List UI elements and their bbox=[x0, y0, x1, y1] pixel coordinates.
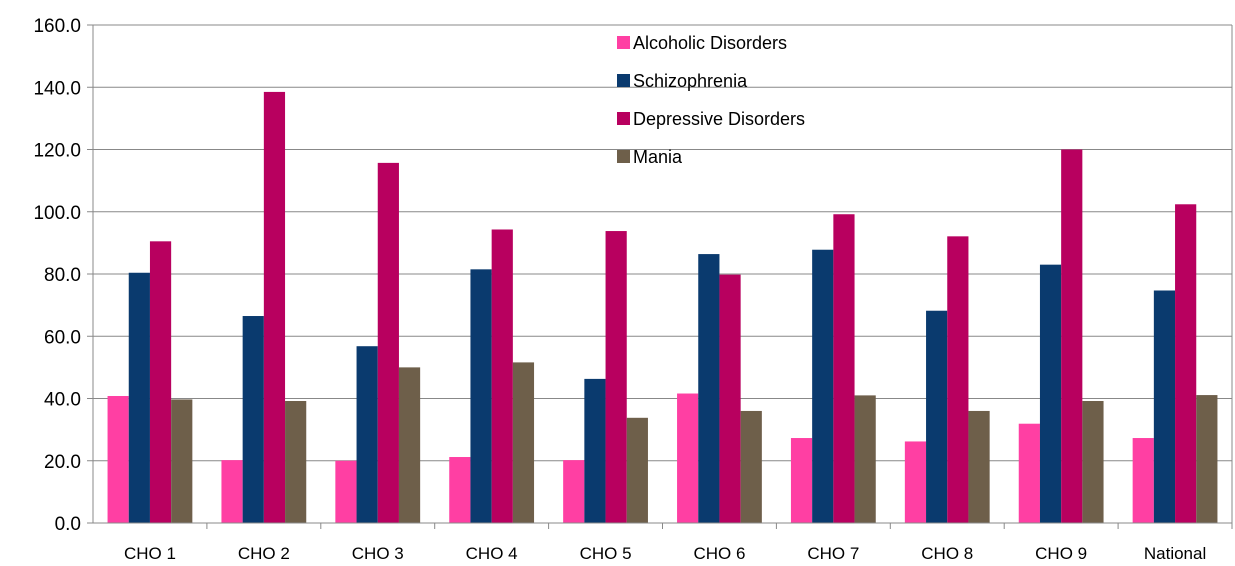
bar-alcoholic-disorders bbox=[449, 457, 471, 523]
legend-label: Mania bbox=[633, 147, 683, 167]
y-tick-label: 160.0 bbox=[33, 16, 81, 37]
bar-mania bbox=[512, 362, 535, 523]
bar-depressive-disorders bbox=[377, 162, 399, 524]
bar-mania bbox=[854, 395, 876, 523]
x-tick-label: CHO 8 bbox=[921, 544, 973, 563]
x-tick-labels: CHO 1 CHO 2 CHO 3 CHO 4 CHO 5 CHO 6 CHO 7 CHO 8… bbox=[124, 544, 1206, 563]
bar-mania bbox=[740, 410, 762, 523]
bar-alcoholic-disorders bbox=[107, 396, 129, 523]
legend-swatch bbox=[617, 36, 630, 49]
bar-alcoholic-disorders bbox=[335, 460, 357, 523]
bar-alcoholic-disorders bbox=[1132, 438, 1154, 523]
y-tick-labels: 0.0 20.0 40.0 60.0 80.0 100.0 120.0 140.0 160.0 bbox=[33, 16, 81, 535]
bar-depressive-disorders bbox=[263, 91, 286, 523]
bar-mania bbox=[1196, 395, 1218, 523]
bar-schizophrenia bbox=[698, 254, 720, 523]
y-tick-label: 120.0 bbox=[33, 141, 81, 162]
y-tick-label: 60.0 bbox=[44, 327, 81, 348]
bar-schizophrenia bbox=[470, 269, 492, 523]
legend-swatch bbox=[617, 112, 630, 125]
x-tick-label: CHO 7 bbox=[807, 544, 859, 563]
legend-label: Alcoholic Disorders bbox=[633, 33, 787, 53]
y-tick-label: 140.0 bbox=[33, 78, 81, 99]
bar-schizophrenia bbox=[242, 316, 264, 523]
bar-mania bbox=[1082, 400, 1104, 523]
axes bbox=[87, 24, 1233, 529]
bar-schizophrenia bbox=[812, 249, 834, 523]
bar-alcoholic-disorders bbox=[221, 460, 243, 523]
legend-swatch bbox=[617, 150, 630, 163]
bar-schizophrenia bbox=[584, 378, 606, 523]
bar-depressive-disorders bbox=[719, 274, 741, 523]
bar-mania bbox=[626, 417, 648, 523]
y-tick-label: 40.0 bbox=[44, 390, 81, 411]
bar-mania bbox=[968, 410, 990, 523]
bar-depressive-disorders bbox=[605, 231, 627, 524]
bar-depressive-disorders bbox=[149, 241, 172, 523]
bar-alcoholic-disorders bbox=[677, 393, 699, 523]
bar-schizophrenia bbox=[1153, 290, 1176, 523]
bar-alcoholic-disorders bbox=[563, 460, 585, 523]
legend-label: Schizophrenia bbox=[633, 71, 748, 91]
bar-depressive-disorders bbox=[1175, 204, 1197, 523]
bar-depressive-disorders bbox=[833, 214, 855, 524]
y-tick-label: 0.0 bbox=[55, 514, 81, 535]
bar-depressive-disorders bbox=[947, 236, 969, 523]
x-tick-label: CHO 2 bbox=[238, 544, 290, 563]
x-tick-label: CHO 1 bbox=[124, 544, 176, 563]
y-tick-label: 80.0 bbox=[44, 265, 81, 286]
bar-schizophrenia bbox=[1039, 264, 1062, 523]
bar-depressive-disorders bbox=[1061, 149, 1083, 523]
x-tick-label: CHO 5 bbox=[580, 544, 632, 563]
bar-mania bbox=[398, 367, 421, 523]
bar-alcoholic-disorders bbox=[1018, 423, 1040, 523]
legend-swatch bbox=[617, 74, 630, 87]
bar-alcoholic-disorders bbox=[790, 438, 813, 523]
x-tick-label: CHO 9 bbox=[1035, 544, 1087, 563]
x-tick-label: CHO 4 bbox=[466, 544, 518, 563]
y-tick-label: 20.0 bbox=[44, 452, 81, 473]
legend-label: Depressive Disorders bbox=[633, 109, 805, 129]
x-tick-label: National bbox=[1144, 544, 1206, 563]
y-tick-label: 100.0 bbox=[33, 203, 81, 224]
bar-schizophrenia bbox=[926, 310, 948, 523]
bar-mania bbox=[171, 399, 193, 523]
bar-schizophrenia bbox=[128, 272, 150, 523]
bar-schizophrenia bbox=[356, 346, 378, 523]
x-tick-label: CHO 3 bbox=[352, 544, 404, 563]
x-tick-label: CHO 6 bbox=[693, 544, 745, 563]
legend: Alcoholic Disorders Schizophrenia Depressi… bbox=[617, 33, 805, 167]
bar-alcoholic-disorders bbox=[904, 441, 927, 523]
bar-mania bbox=[285, 400, 307, 523]
bars bbox=[107, 91, 1218, 524]
bar-depressive-disorders bbox=[491, 229, 513, 523]
